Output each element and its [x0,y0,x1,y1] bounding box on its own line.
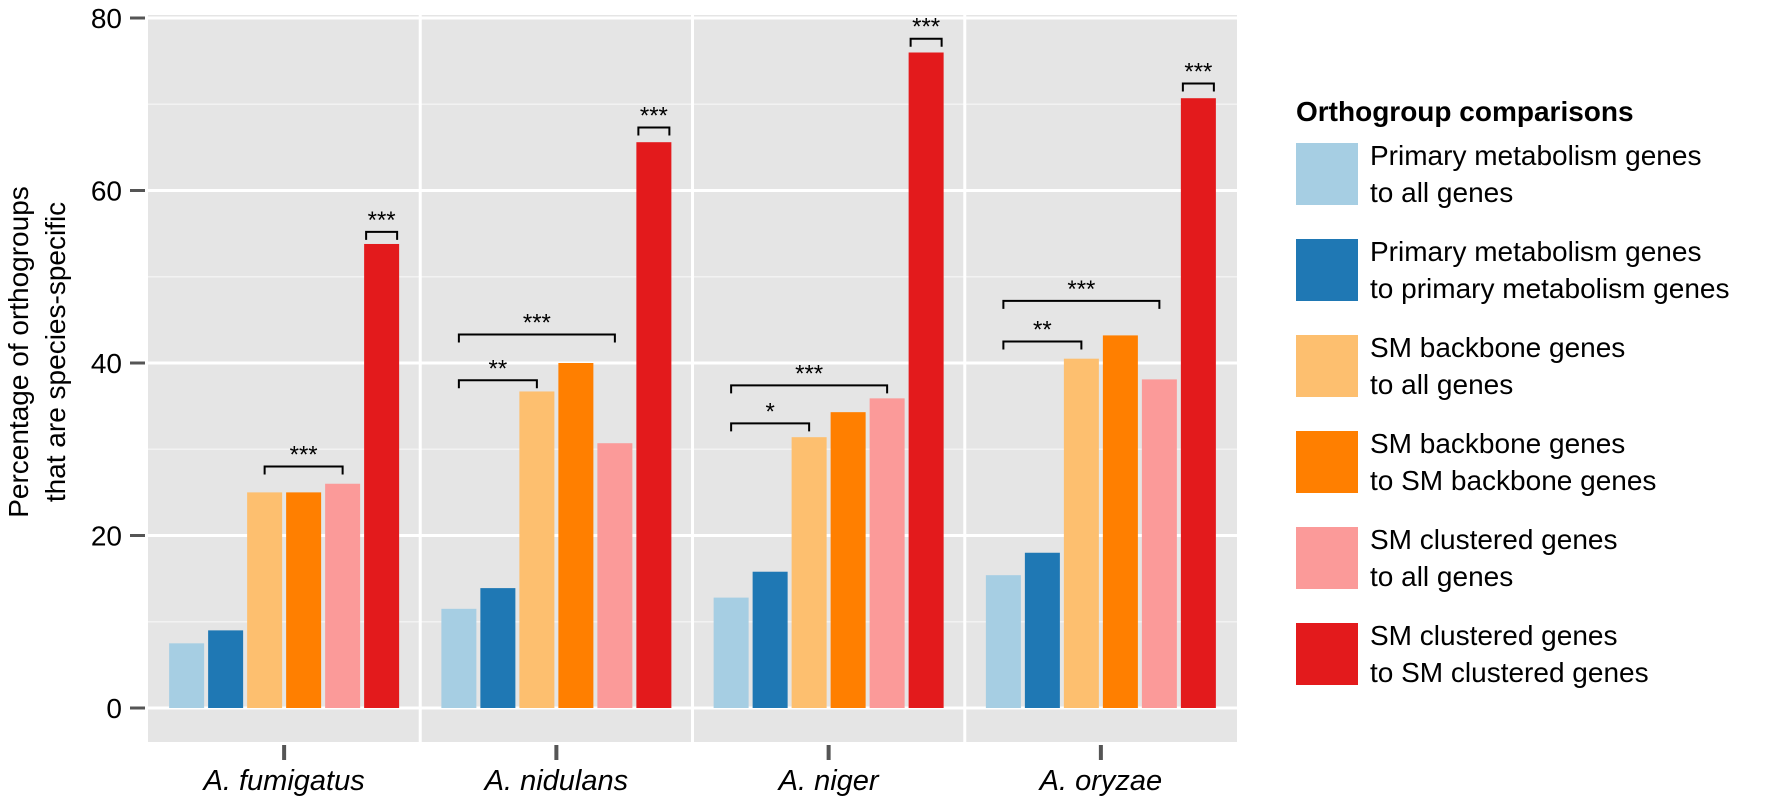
legend-swatch [1296,239,1358,301]
bar [1063,358,1099,708]
legend-swatch [1296,335,1358,397]
significance-bracket [909,37,943,47]
legend-title: Orthogroup comparisons [1296,96,1634,127]
legend-label: SM backbone genes to all genes [1370,329,1625,403]
legend-swatch [1296,623,1358,685]
legend-item: Primary metabolism genes to all genes [1296,140,1729,208]
legend-label: Primary metabolism genes to all genes [1370,137,1701,211]
y-tick-label: 0 [106,693,122,724]
x-tick-label: A. fumigatus [202,765,365,797]
significance-bracket [365,230,399,240]
bar [286,492,322,708]
legend-label-line: to all genes [1370,561,1514,592]
bar [636,142,672,708]
legend-item: Primary metabolism genes to primary metab… [1296,236,1729,304]
legend-item: SM clustered genes to all genes [1296,524,1729,592]
significance-label: *** [640,103,668,130]
bar [985,575,1021,708]
legend-label-line: to primary metabolism genes [1370,273,1730,304]
legend-swatch [1296,527,1358,589]
bar [1102,335,1138,708]
x-tick-label: A. oryzae [1038,765,1163,797]
legend-swatch [1296,143,1358,205]
legend-label: SM clustered genes to all genes [1370,521,1617,595]
bar [869,398,905,708]
legend: Orthogroup comparisons Primary metabolis… [1296,96,1729,718]
bar [325,483,361,708]
legend-label: Primary metabolism genes to primary metab… [1370,233,1729,307]
significance-label: *** [290,442,318,469]
bar [169,643,205,708]
legend-label-line: to SM clustered genes [1370,657,1649,688]
bar [208,630,244,708]
legend-swatch [1296,431,1358,493]
y-axis-title: that are species-specific [40,202,71,502]
bar [1180,98,1216,708]
legend-label-line: SM clustered genes [1370,524,1618,555]
legend-item: SM clustered genes to SM clustered genes [1296,620,1729,688]
significance-label: ** [1033,316,1052,343]
y-tick-label: 40 [91,348,122,379]
legend-item: SM backbone genes to all genes [1296,332,1729,400]
significance-bracket [457,333,616,343]
bar [480,588,516,708]
y-tick-label: 60 [91,176,122,207]
bar [364,243,400,708]
y-tick-label: 20 [91,521,122,552]
significance-bracket [730,422,811,432]
x-tick-label: A. nidulans [483,765,629,797]
significance-label: * [765,398,774,425]
bar [597,443,633,708]
legend-label-line: SM clustered genes [1370,620,1618,651]
significance-label: *** [523,310,551,337]
bar [519,391,555,708]
significance-bracket [457,379,538,389]
bar [830,412,866,708]
y-axis-title: Percentage of orthogroups [3,186,34,518]
significance-label: *** [795,360,823,387]
legend-item: SM backbone genes to SM backbone genes [1296,428,1729,496]
significance-bracket [263,465,344,475]
significance-bracket [1181,82,1215,92]
significance-bracket [637,126,671,136]
legend-label-line: Primary metabolism genes [1370,236,1702,267]
bar [791,437,827,708]
legend-label: SM clustered genes to SM clustered genes [1370,617,1649,691]
legend-label-line: Primary metabolism genes [1370,140,1702,171]
significance-label: *** [912,14,940,41]
significance-label: *** [1067,276,1095,303]
significance-bracket [1002,340,1083,350]
legend-label: SM backbone genes to SM backbone genes [1370,425,1656,499]
x-tick-label: A. niger [777,765,880,797]
significance-label: *** [1184,59,1212,86]
significance-bracket [730,384,889,394]
bar [908,52,944,708]
bar [441,608,477,708]
y-tick-label: 80 [91,3,122,34]
bar [713,597,749,708]
bar [558,363,594,708]
bar [1141,379,1177,708]
bar [752,571,788,708]
legend-label-line: SM backbone genes [1370,332,1626,363]
significance-bracket [1002,299,1161,309]
legend-label-line: to SM backbone genes [1370,465,1657,496]
bar [1024,552,1060,708]
bar [247,492,283,708]
legend-label-line: to all genes [1370,177,1514,208]
significance-label: *** [368,207,396,234]
legend-label-line: SM backbone genes [1370,428,1626,459]
significance-label: ** [489,355,508,382]
legend-label-line: to all genes [1370,369,1514,400]
